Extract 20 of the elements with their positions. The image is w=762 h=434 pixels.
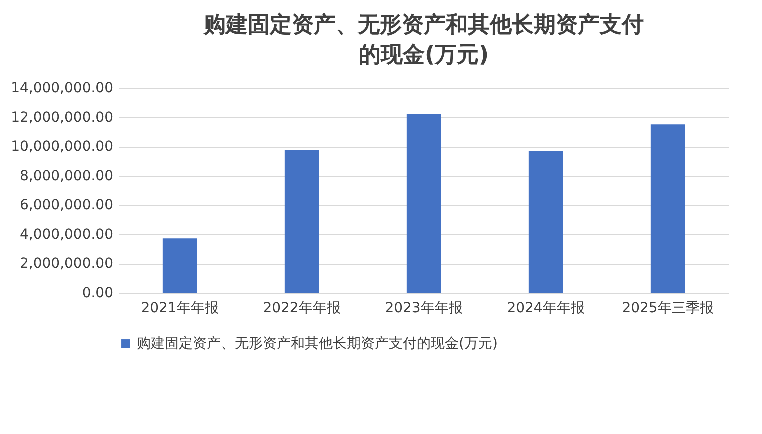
y-tick-label: 8,000,000.00: [20, 168, 114, 184]
y-tick-label: 14,000,000.00: [11, 80, 114, 96]
y-tick-label: 2,000,000.00: [20, 256, 114, 272]
bar: [528, 150, 564, 293]
bar: [284, 150, 320, 293]
y-tick-label: 6,000,000.00: [20, 198, 114, 214]
y-tick-label: 10,000,000.00: [11, 139, 114, 156]
x-tick-label: 2024年年报: [507, 300, 585, 316]
bar: [650, 124, 686, 293]
y-tick-label: 0.00: [82, 286, 114, 302]
chart-title: 购建固定资产、无形资产和其他长期资产支付的现金(万元): [203, 12, 644, 68]
x-tick-label: 2023年年报: [385, 300, 463, 316]
x-tick-label: 2025年三季报: [622, 300, 714, 316]
y-tick-label: 4,000,000.00: [20, 226, 114, 243]
bar: [406, 114, 442, 293]
x-tick-label: 2021年年报: [141, 300, 219, 316]
y-tick-label: 12,000,000.00: [11, 110, 114, 126]
x-tick-label: 2022年年报: [263, 300, 341, 316]
legend-label: 购建固定资产、无形资产和其他长期资产支付的现金(万元): [137, 336, 498, 352]
bar: [162, 238, 198, 293]
